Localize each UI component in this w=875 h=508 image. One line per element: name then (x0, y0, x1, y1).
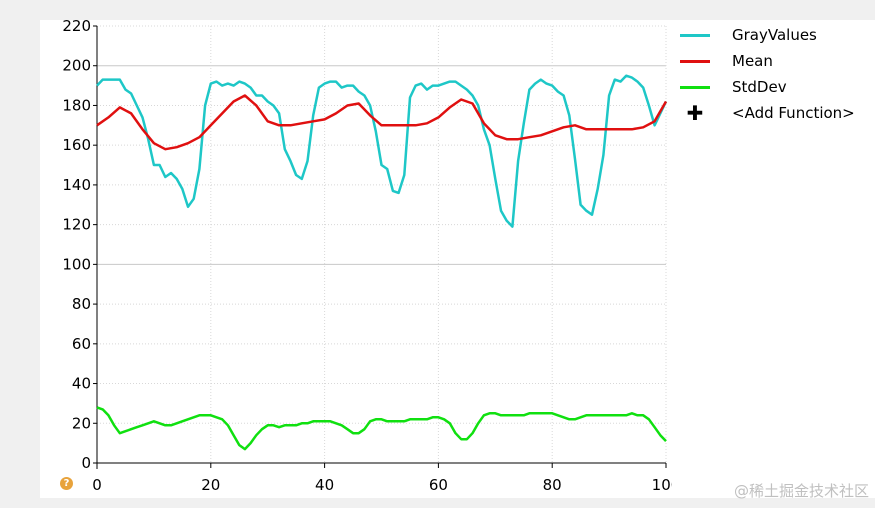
y-tick-label-220: 220 (62, 20, 91, 35)
y-tick-label-60: 60 (72, 335, 91, 353)
legend-item-grayvalues[interactable]: GrayValues (680, 24, 817, 46)
series-line-mean (96, 94, 668, 151)
y-tick-label-20: 20 (72, 414, 91, 432)
legend-item-mean[interactable]: Mean (680, 50, 773, 72)
watermark: @稀土掘金技术社区 (733, 482, 869, 500)
add-function-item[interactable]: ✚ <Add Function> (680, 101, 855, 125)
x-tick-label-0: 0 (92, 476, 102, 494)
legend-swatch-grayvalues (680, 33, 710, 37)
add-function-label: <Add Function> (732, 104, 855, 122)
legend-swatch-mean (680, 59, 710, 63)
x-tick-label-60: 60 (429, 476, 448, 494)
y-tick-label-120: 120 (62, 216, 91, 234)
y-tick-label-80: 80 (72, 295, 91, 313)
y-tick-label-0: 0 (81, 454, 91, 472)
x-tick-label-20: 20 (201, 476, 220, 494)
legend-label-grayvalues: GrayValues (732, 26, 817, 44)
help-icon[interactable]: ? (60, 477, 73, 490)
series-line-stddev (96, 406, 667, 451)
legend-item-stddev[interactable]: StdDev (680, 76, 787, 98)
x-tick-label-80: 80 (543, 476, 562, 494)
y-tick-label-40: 40 (72, 375, 91, 393)
legend-panel: GrayValues Mean StdDev ✚ <Add Function> (672, 20, 875, 498)
series-line-grayvalues (96, 74, 668, 228)
plot-panel: 0 20 40 60 80 100 120 140 160 180 200 220 0 20 40 60 80 1… (40, 17, 680, 498)
plus-icon: ✚ (686, 101, 704, 125)
y-tick-label-140: 140 (62, 176, 91, 194)
y-tick-label-100: 100 (62, 255, 91, 273)
x-tick-label-100: 100 (652, 476, 672, 494)
y-tick-label-200: 200 (62, 57, 91, 75)
x-tick-label-40: 40 (315, 476, 334, 494)
legend-label-stddev: StdDev (732, 78, 787, 96)
chart-svg: 0 20 40 60 80 100 120 140 160 180 200 220 0 20 40 60 80 1… (62, 17, 680, 494)
legend-swatch-stddev (680, 85, 710, 89)
y-tick-label-180: 180 (62, 96, 91, 114)
y-tick-label-160: 160 (62, 136, 91, 154)
legend-label-mean: Mean (732, 52, 773, 70)
